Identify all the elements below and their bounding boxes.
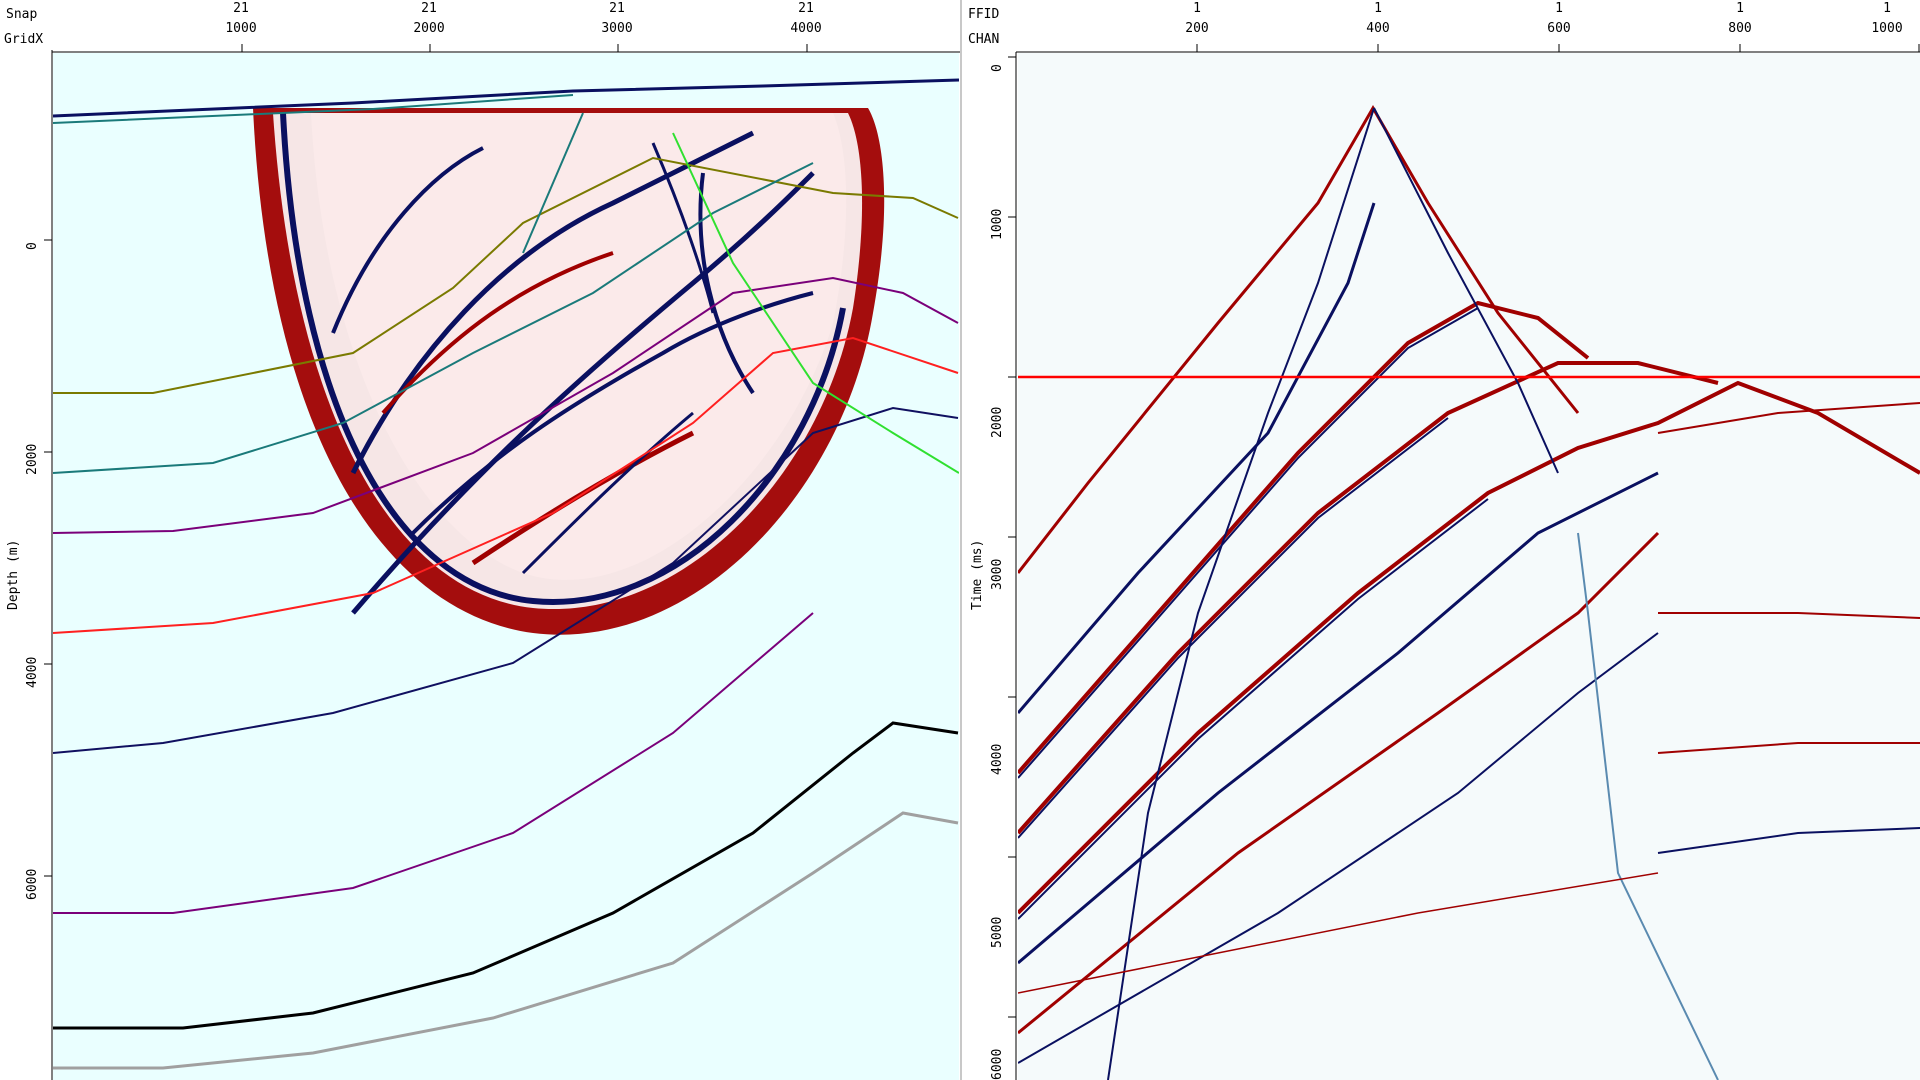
- chan-axis: [1016, 44, 1920, 53]
- depth-tick-4000: 4000: [25, 656, 40, 688]
- snap-tick-3: 21: [609, 1, 625, 16]
- seismic-events: [1018, 105, 1920, 1080]
- depth-tick-0: 0: [25, 242, 40, 250]
- time-axis-title: Time (ms): [970, 539, 985, 610]
- ffid-tick-4: 1: [1736, 1, 1744, 16]
- wavefront-energy: [253, 108, 885, 635]
- depth-tick-6000: 6000: [25, 868, 40, 900]
- gridx-tick-3: 3000: [601, 21, 633, 36]
- depth-axis: [44, 50, 53, 1080]
- shot-gather-panel: FFID CHAN 1 200 1 400 1 600 1 800 1 1000…: [962, 0, 1920, 1080]
- chan-header-label: CHAN: [968, 32, 1000, 47]
- wavefield-snapshot-plot[interactable]: [53, 53, 959, 1080]
- ffid-header-label: FFID: [968, 7, 1000, 22]
- chan-tick-600: 600: [1547, 21, 1571, 36]
- gridx-tick-4: 4000: [790, 21, 822, 36]
- time-axis: [1008, 52, 1017, 1080]
- chan-tick-400: 400: [1366, 21, 1390, 36]
- chan-tick-200: 200: [1185, 21, 1209, 36]
- time-tick-2000: 2000: [990, 406, 1005, 438]
- snap-header-label: Snap: [6, 7, 38, 22]
- time-tick-4000: 4000: [990, 743, 1005, 775]
- ffid-tick-1: 1: [1193, 1, 1201, 16]
- depth-tick-2000: 2000: [25, 443, 40, 475]
- chan-tick-800: 800: [1728, 21, 1752, 36]
- gridx-header-label: GridX: [4, 32, 44, 47]
- depth-axis-title: Depth (m): [6, 539, 21, 610]
- gridx-tick-2: 2000: [413, 21, 445, 36]
- shot-gather-plot[interactable]: [1018, 53, 1920, 1080]
- time-tick-1000: 1000: [990, 208, 1005, 240]
- snapshot-panel: Snap GridX 21 1000 21 2000 21 3000 21 40…: [4, 1, 960, 1080]
- time-tick-5000: 5000: [990, 916, 1005, 948]
- ffid-tick-3: 1: [1555, 1, 1563, 16]
- time-tick-3000: 3000: [990, 558, 1005, 590]
- wavefield-snapshot-image: [53, 53, 959, 1080]
- model-horizons: [53, 78, 959, 1070]
- panel-divider[interactable]: [959, 0, 962, 1080]
- ffid-tick-5: 1: [1883, 1, 1891, 16]
- time-tick-6000: 6000: [990, 1048, 1005, 1080]
- snap-tick-2: 21: [421, 1, 437, 16]
- shot-gather-image: [1018, 53, 1920, 1080]
- snap-tick-4: 21: [798, 1, 814, 16]
- gridx-axis: [52, 44, 960, 53]
- snap-tick-1: 21: [233, 1, 249, 16]
- chan-tick-1000: 1000: [1871, 21, 1903, 36]
- time-tick-0: 0: [990, 64, 1005, 72]
- ffid-tick-2: 1: [1374, 1, 1382, 16]
- gridx-tick-1: 1000: [225, 21, 257, 36]
